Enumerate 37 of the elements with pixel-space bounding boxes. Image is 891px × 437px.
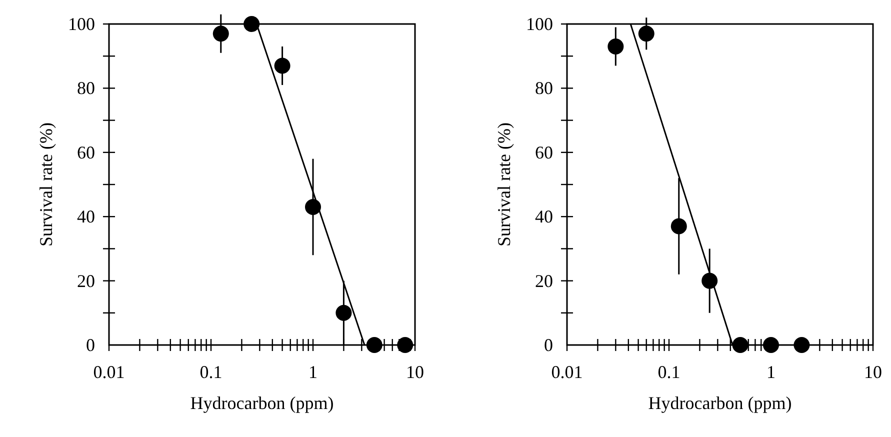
point	[732, 337, 748, 353]
y-tick-label: 20	[77, 270, 95, 291]
y-tick-label: 40	[77, 206, 95, 227]
y-tick-label: 100	[526, 14, 553, 34]
point	[794, 337, 810, 353]
y-axis-title: Survival rate (%)	[36, 122, 56, 246]
x-tick-label: 0.01	[93, 362, 125, 382]
point	[274, 58, 290, 74]
y-axis-title: Survival rate (%)	[494, 122, 514, 246]
point	[212, 26, 229, 42]
point	[305, 198, 321, 215]
x-tick-label: 1	[308, 362, 318, 382]
x-tick-label: 10	[864, 362, 882, 382]
point	[763, 337, 779, 353]
y-tick-label: 60	[535, 142, 553, 162]
x-tick-label: 1	[766, 362, 776, 382]
y-tick-label: 40	[535, 206, 553, 227]
y-tick-label: 80	[77, 78, 95, 98]
x-axis-title: Hydrocarbon (ppm)	[190, 393, 334, 413]
y-tick-label: 0	[86, 335, 95, 355]
x-tick-label: 10	[406, 362, 424, 382]
point	[397, 337, 414, 353]
x-tick-label: 0.01	[551, 362, 583, 382]
x-tick-label: 0.1	[658, 362, 680, 382]
y-tick-label: 20	[535, 270, 553, 291]
x-tick-label: 0.1	[200, 362, 222, 382]
point	[608, 38, 624, 54]
y-tick-label: 80	[535, 78, 553, 98]
point	[244, 16, 260, 32]
point	[638, 26, 654, 42]
x-axis-title: Hydrocarbon (ppm)	[648, 393, 792, 413]
point	[670, 218, 687, 234]
point	[336, 304, 352, 321]
y-tick-label: 0	[544, 335, 553, 355]
y-tick-label: 100	[68, 14, 95, 34]
point	[366, 337, 382, 353]
y-tick-label: 60	[77, 142, 95, 162]
